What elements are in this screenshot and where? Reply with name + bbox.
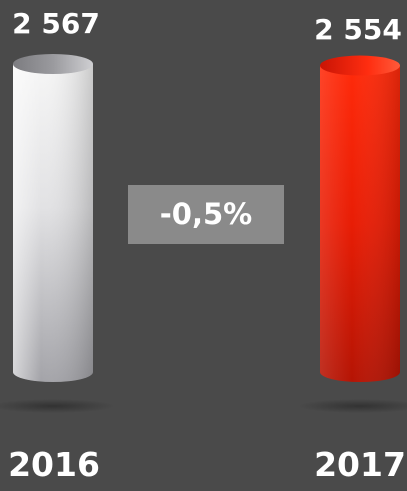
bars-layer — [0, 54, 407, 413]
change-box — [128, 185, 284, 244]
category-label-2016: 2016 — [8, 445, 100, 484]
labels-layer: 2 567 2016 2 554 2017 — [8, 7, 406, 484]
bar-top-2017 — [320, 55, 400, 76]
bar-shadow-2016 — [0, 399, 115, 413]
category-label-2017: 2017 — [314, 445, 406, 484]
bar-shading-2016 — [13, 64, 93, 382]
value-label-2017: 2 554 — [314, 13, 402, 46]
bar-shadow-2017 — [298, 399, 407, 413]
value-label-2016: 2 567 — [12, 7, 100, 40]
bar-top-2016 — [13, 54, 93, 74]
change-label: -0,5% — [160, 197, 252, 231]
bar-shading-2017 — [320, 65, 400, 382]
